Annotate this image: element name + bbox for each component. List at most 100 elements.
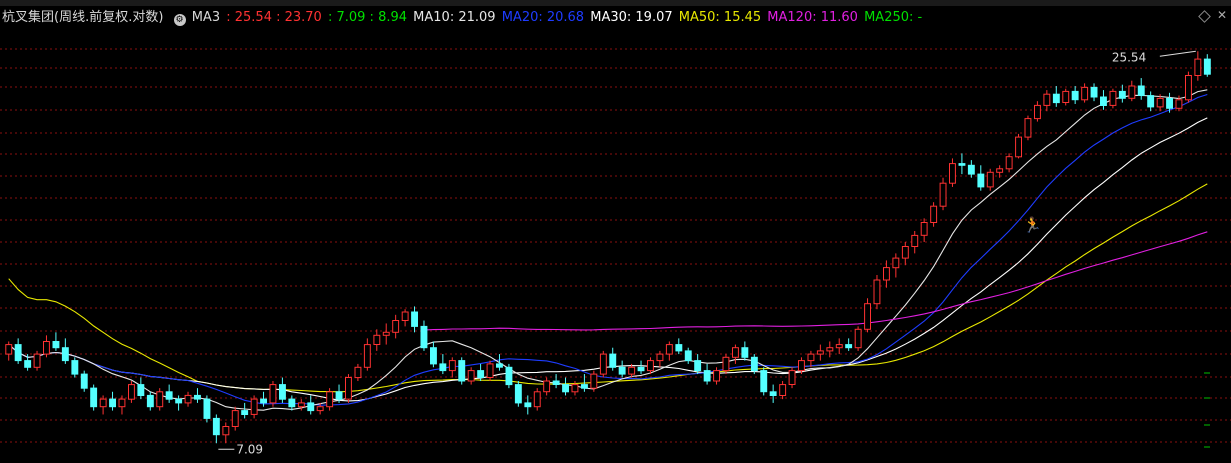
candle-down [430, 347, 437, 365]
candle-up [798, 360, 805, 372]
candle-up [99, 398, 107, 408]
candle-down [241, 410, 249, 416]
candle-up [826, 347, 834, 352]
candle-down [1100, 96, 1107, 106]
candle-up [873, 279, 881, 305]
candle-up [807, 353, 815, 362]
candle-up [1194, 58, 1202, 76]
candle-down [1137, 85, 1145, 96]
candle-up [883, 267, 890, 281]
candle-down [1203, 58, 1211, 75]
candle-down [109, 398, 116, 408]
candle-down [420, 325, 428, 349]
candle-up [779, 384, 787, 397]
candle-down [61, 347, 69, 362]
toolbar-strip [0, 0, 1231, 6]
candle-up [996, 168, 1004, 173]
candle-down [90, 387, 98, 408]
ma10-value: MA10: 21.09 [413, 10, 496, 25]
max-label: 25.54 [1112, 50, 1146, 64]
candle-down [165, 391, 173, 400]
candle-up [1175, 99, 1183, 109]
candle-down [307, 402, 315, 412]
candle-up [1081, 86, 1089, 101]
candle-down [146, 394, 154, 408]
ma30-value: MA30: 19.07 [590, 10, 673, 25]
candle-up [1128, 85, 1136, 99]
candle-up [448, 360, 456, 372]
candle-down [694, 360, 702, 372]
candle-up [1062, 90, 1070, 104]
candle-down [741, 347, 749, 358]
candle-down [845, 344, 853, 349]
candle-down [194, 394, 201, 400]
candle-down [1052, 93, 1060, 104]
candle-down [80, 373, 88, 389]
candle-down [260, 398, 268, 404]
candle-up [345, 377, 352, 400]
candle-up [816, 350, 824, 355]
candle-down [505, 366, 513, 386]
candle-up [788, 370, 796, 386]
candle-down [675, 344, 683, 352]
candle-down [71, 360, 79, 375]
candle-up [1043, 93, 1051, 106]
candle-up [1034, 104, 1041, 120]
ma20-line [8, 93, 1208, 406]
min-label: 7.09 [236, 442, 263, 456]
candle-up [250, 398, 258, 415]
ma3-label: MA3 [191, 10, 221, 25]
ma20-value: MA20: 20.68 [501, 10, 585, 25]
candle-up [599, 353, 607, 375]
candle-up [986, 171, 994, 188]
candle-down [1118, 90, 1126, 99]
candle-up [392, 320, 400, 333]
candle-down [618, 366, 626, 375]
candle-up [486, 363, 494, 378]
candle-up [269, 384, 277, 404]
candle-down [581, 384, 588, 389]
candle-up [118, 398, 126, 408]
candle-up [326, 391, 334, 408]
candle-up [401, 311, 409, 321]
candle-down [760, 370, 768, 393]
ma250-value: MA250: - [864, 10, 923, 25]
candle-up [854, 328, 862, 349]
candle-up [920, 222, 928, 236]
candle-down [212, 417, 220, 436]
signal-marker-icon: 🏃 [1023, 216, 1042, 234]
candle-down [477, 370, 485, 379]
settings-icon[interactable]: ⚙ [173, 14, 186, 26]
candle-down [967, 164, 975, 175]
candle-down [14, 344, 22, 362]
candle-down [439, 363, 447, 372]
ma3-values-b: : 7.09 : 8.94 [327, 10, 408, 25]
candle-up [647, 360, 654, 372]
candle-up [949, 163, 956, 184]
candle-down [703, 370, 711, 382]
ma30-line [8, 117, 1208, 402]
close-icon[interactable]: ✕ [1216, 8, 1227, 22]
candle-up [732, 347, 739, 358]
max-pointer [1159, 50, 1196, 57]
candle-down [137, 384, 145, 397]
candle-up [1015, 136, 1022, 158]
ma50-value: MA50: 15.45 [678, 10, 762, 25]
candle-up [1156, 97, 1164, 108]
candle-down [1166, 97, 1173, 109]
candle-down [52, 341, 60, 349]
candle-up [911, 234, 919, 247]
candle-up [901, 246, 909, 259]
candle-up [835, 344, 843, 349]
candle-down [496, 363, 503, 368]
candle-up [656, 353, 664, 362]
candle-up [1109, 90, 1117, 106]
candle-up [722, 356, 730, 372]
candle-down [288, 398, 296, 408]
candle-down [750, 356, 758, 372]
candle-up [373, 334, 381, 345]
stock-title: 杭叉集团(周线.前复权.对数) [2, 10, 164, 25]
candle-down [24, 360, 32, 368]
ma120-value: MA120: 11.60 [767, 10, 858, 25]
